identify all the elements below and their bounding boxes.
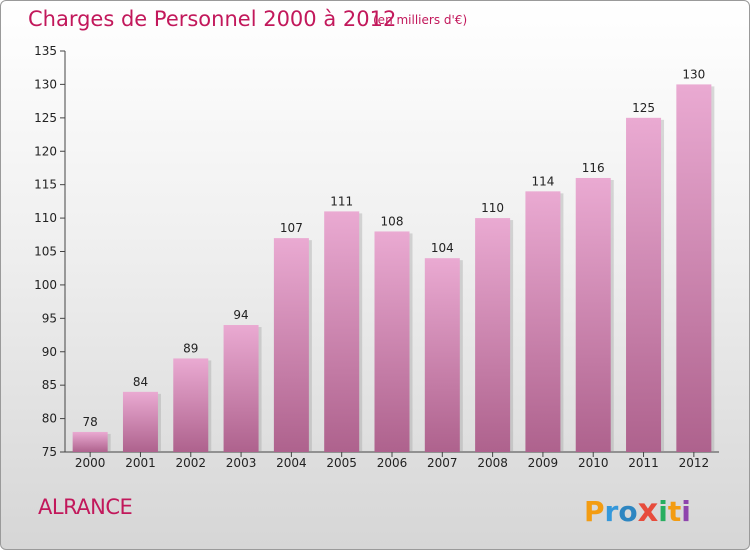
x-tick-label: 2009 [528,456,559,470]
y-tick-label: 130 [34,77,57,91]
data-label: 89 [183,341,198,355]
x-tick-label: 2012 [679,456,710,470]
bar [374,231,410,452]
data-label: 116 [582,161,605,175]
y-tick-label: 90 [42,345,57,359]
x-tick-label: 2001 [125,456,156,470]
y-tick-label: 135 [34,44,57,58]
x-tick-label: 2005 [326,456,357,470]
bar [475,218,511,452]
x-tick-label: 2002 [175,456,206,470]
logo-letter: r [604,495,619,528]
commune-name: ALRANCE [38,495,133,519]
chart-title: Charges de Personnel 2000 à 2012 [28,7,397,31]
chart-subtitle: (en milliers d'€) [373,13,468,27]
axes: 75 80 85 90 95 100 105 110 115 120 125 130 135 2000 20… [34,44,719,470]
data-label: 84 [133,375,148,389]
data-label: 111 [330,194,353,208]
bar [223,325,259,452]
logo-letter: o [618,495,638,528]
bar [173,358,209,452]
y-tick-label: 95 [42,311,57,325]
y-tick-label: 115 [34,178,57,192]
bar [626,117,662,452]
x-tick-label: 2007 [427,456,458,470]
data-label: 107 [280,221,303,235]
x-tick-label: 2004 [276,456,307,470]
x-tick-label: 2008 [477,456,508,470]
bar [525,191,561,452]
x-tick-label: 2006 [377,456,408,470]
bar [424,258,460,452]
y-tick-label: 125 [34,111,57,125]
data-label: 125 [632,101,655,115]
data-label: 110 [481,201,504,215]
y-tick-label: 85 [42,378,57,392]
logo-letter: P [584,495,605,528]
data-label: 130 [682,67,705,81]
y-tick-label: 75 [42,445,57,459]
y-tick-label: 105 [34,245,57,259]
logo-letter: t [667,495,682,528]
data-label: 108 [381,214,404,228]
logo-letter: x [637,491,659,529]
bar [273,238,309,452]
y-tick-label: 120 [34,144,57,158]
data-label: 78 [83,415,98,429]
bar [122,391,158,452]
x-tick-label: 2000 [75,456,106,470]
data-label: 104 [431,241,454,255]
y-tick-label: 110 [34,211,57,225]
bar [72,431,108,452]
logo-letter: i [658,495,668,528]
y-tick-label: 80 [42,412,57,426]
proxiti-logo[interactable]: Proxiti [584,491,691,529]
y-tick-label: 100 [34,278,57,292]
data-labels-group: 78 84 89 94 107 111 108 104 110 114 116 125 130 [83,67,706,429]
data-label: 114 [531,174,554,188]
x-tick-label: 2003 [226,456,257,470]
bar [676,84,712,453]
logo-letter: i [681,495,691,528]
bar [324,211,360,452]
bar [575,177,611,452]
data-label: 94 [233,308,248,322]
x-tick-label: 2011 [628,456,659,470]
x-tick-label: 2010 [578,456,609,470]
bars-group [72,84,715,453]
